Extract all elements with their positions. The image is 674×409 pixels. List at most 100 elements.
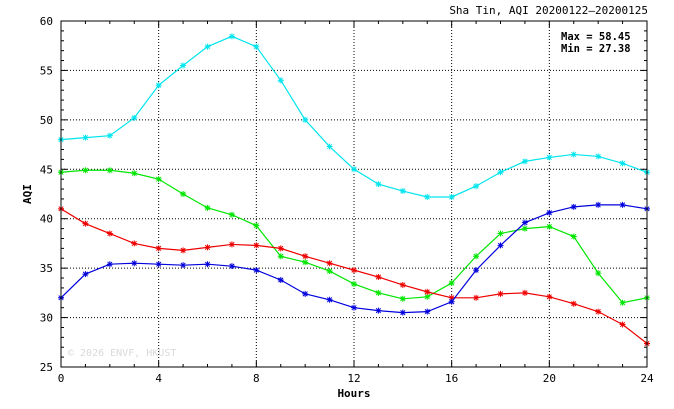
x-tick-label: 0	[58, 372, 65, 385]
y-axis-label: AQI	[21, 184, 34, 204]
data-point	[399, 281, 406, 288]
data-point	[546, 209, 553, 216]
data-point	[82, 220, 89, 227]
data-point	[351, 280, 357, 287]
data-point	[131, 170, 138, 177]
data-point	[521, 289, 528, 296]
data-point	[351, 304, 357, 311]
data-point	[473, 253, 480, 260]
data-point	[277, 245, 284, 252]
data-point	[570, 203, 577, 210]
data-point	[326, 143, 333, 150]
data-point	[302, 253, 309, 260]
data-point	[375, 274, 382, 281]
data-point	[277, 277, 284, 284]
data-point	[253, 242, 260, 249]
data-point	[424, 288, 431, 295]
data-point	[131, 240, 138, 247]
data-point	[253, 267, 260, 274]
data-point	[619, 201, 626, 208]
chart-title: Sha Tin, AQI 20200122–20200125	[449, 4, 648, 17]
data-point	[546, 154, 553, 161]
data-point	[448, 294, 455, 301]
x-axis-label: Hours	[337, 387, 370, 400]
x-tick-label: 24	[640, 372, 654, 385]
data-point	[155, 245, 162, 252]
data-point	[180, 262, 187, 269]
data-point	[228, 263, 235, 270]
data-point	[180, 191, 187, 197]
data-point	[82, 271, 89, 278]
y-tick-label: 50	[40, 114, 53, 127]
data-point	[351, 166, 357, 173]
data-point	[253, 43, 260, 50]
data-point	[180, 62, 187, 69]
x-tick-label: 12	[347, 372, 360, 385]
data-point	[131, 260, 138, 267]
data-point	[82, 134, 89, 141]
data-point	[204, 204, 211, 211]
data-point	[155, 176, 162, 183]
data-point	[595, 308, 602, 315]
data-point	[399, 309, 406, 316]
data-point	[277, 77, 284, 84]
data-point	[424, 293, 431, 300]
data-point	[204, 43, 211, 50]
data-point	[424, 308, 431, 315]
data-point	[326, 268, 333, 275]
min-stat: Min = 27.38	[561, 43, 631, 55]
y-tick-label: 25	[40, 361, 53, 374]
data-point	[228, 211, 235, 218]
data-point	[473, 267, 480, 274]
data-point	[521, 219, 528, 226]
x-tick-label: 20	[543, 372, 556, 385]
data-point	[448, 298, 455, 305]
y-tick-label: 30	[40, 312, 53, 325]
data-point	[180, 247, 187, 254]
y-tick-label: 45	[40, 163, 53, 176]
data-point	[497, 290, 504, 297]
y-tick-label: 55	[40, 64, 53, 77]
y-tick-label: 40	[40, 213, 53, 226]
data-point	[228, 33, 235, 40]
y-tick-label: 60	[40, 15, 53, 28]
data-point	[619, 321, 626, 328]
data-point	[448, 279, 455, 286]
data-point	[521, 158, 528, 165]
data-point	[619, 299, 626, 306]
data-point	[595, 153, 602, 160]
data-point	[204, 244, 211, 251]
data-point	[253, 222, 260, 229]
data-point	[570, 151, 577, 158]
data-point	[106, 230, 113, 237]
data-point	[375, 307, 382, 314]
data-point	[82, 167, 89, 174]
data-point	[302, 290, 309, 297]
data-point	[448, 193, 455, 200]
data-point	[228, 241, 235, 248]
data-point	[106, 167, 113, 174]
y-tick-label: 35	[40, 262, 53, 275]
data-point	[106, 261, 113, 268]
data-point	[521, 225, 528, 232]
data-point	[375, 181, 382, 188]
plot-frame	[60, 20, 648, 368]
data-point	[155, 261, 162, 268]
data-point	[546, 293, 553, 300]
data-point	[106, 132, 113, 139]
data-point	[619, 160, 626, 167]
data-point	[595, 201, 602, 208]
watermark: © 2026 ENVF, HKUST	[68, 348, 176, 359]
data-point	[546, 223, 553, 230]
data-point	[302, 259, 309, 266]
x-tick-label: 8	[253, 372, 260, 385]
data-point	[155, 82, 162, 89]
plot-area: 0 4 8 12 16 20 24 25 30 35 40 45 50 55 60	[40, 15, 654, 385]
data-point	[399, 188, 406, 195]
data-point	[497, 169, 504, 176]
data-point	[204, 261, 211, 268]
data-point	[326, 296, 333, 303]
data-point	[302, 116, 309, 123]
data-point	[473, 183, 480, 190]
